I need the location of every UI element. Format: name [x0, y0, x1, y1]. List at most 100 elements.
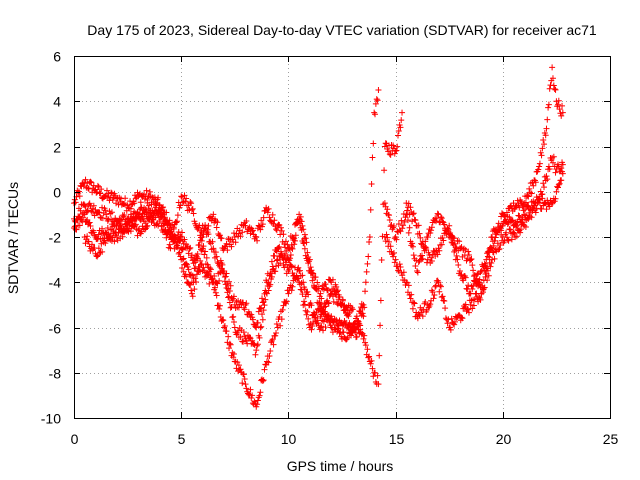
- data-point-interp: [543, 173, 550, 180]
- data-point-interp: [543, 206, 550, 213]
- data-point-interp: [298, 227, 305, 234]
- data-point-interp: [146, 188, 153, 195]
- data-point-interp: [487, 263, 494, 270]
- data-point-interp: [429, 288, 436, 295]
- data-point-interp: [441, 298, 448, 305]
- data-point-interp: [376, 352, 383, 359]
- data-point-interp: [541, 141, 548, 148]
- data-point-interp: [181, 236, 188, 243]
- data-point-interp: [556, 106, 563, 113]
- data-point-interp: [451, 321, 458, 328]
- data-point-interp: [303, 311, 310, 318]
- x-tick-label: 20: [496, 431, 512, 447]
- data-point-interp: [90, 202, 97, 209]
- data-point-interp: [362, 339, 369, 346]
- data-point-interp: [535, 166, 542, 173]
- data-point-interp: [179, 264, 186, 271]
- data-point-interp: [369, 154, 376, 161]
- data-point-interp: [200, 230, 207, 237]
- data-point-interp: [434, 210, 441, 217]
- data-point-interp: [240, 299, 247, 306]
- data-point-interp: [491, 255, 498, 262]
- data-point-interp: [98, 186, 105, 193]
- data-point-interp: [384, 234, 391, 241]
- data-point-interp: [144, 199, 151, 206]
- data-point-interp: [192, 275, 199, 282]
- data-point-interp: [265, 359, 272, 366]
- data-point-interp: [187, 281, 194, 288]
- data-point-interp: [142, 220, 149, 227]
- data-point: [274, 256, 281, 263]
- data-point-interp: [197, 246, 204, 253]
- data-point-interp: [314, 279, 321, 286]
- data-point-interp: [475, 293, 482, 300]
- data-point-interp: [492, 234, 499, 241]
- data-point-interp: [559, 168, 566, 175]
- data-point-interp: [228, 303, 235, 310]
- x-tick-label: 15: [389, 431, 405, 447]
- data-point-interp: [400, 222, 407, 229]
- data-point-interp: [176, 237, 183, 244]
- data-point-interp: [104, 224, 111, 231]
- data-point-interp: [278, 316, 285, 323]
- data-point-interp: [113, 222, 120, 229]
- data-point-interp: [552, 169, 559, 176]
- data-point-interp: [160, 219, 167, 226]
- data-point-interp: [249, 337, 256, 344]
- data-point-interp: [228, 243, 235, 250]
- data-point-interp: [182, 271, 189, 278]
- data-point-interp: [482, 273, 489, 280]
- data-point-interp: [428, 257, 435, 264]
- data-point-interp: [257, 226, 264, 233]
- data-point-interp: [513, 233, 520, 240]
- data-point-interp: [407, 204, 414, 211]
- data-point-interp: [497, 242, 504, 249]
- data-point-interp: [333, 283, 340, 290]
- data-point-interp: [261, 366, 268, 373]
- data-point-interp: [122, 195, 129, 202]
- data-point-interp: [207, 266, 214, 273]
- data-point-interp: [390, 253, 397, 260]
- data-point-interp: [544, 116, 551, 123]
- x-tick-label: 5: [178, 431, 186, 447]
- data-point-interp: [154, 220, 161, 227]
- data-point-interp: [243, 218, 250, 225]
- data-point-interp: [272, 268, 279, 275]
- data-point-interp: [84, 233, 91, 240]
- data-point-interp: [522, 224, 529, 231]
- y-tick-label: -10: [41, 411, 61, 427]
- data-point-interp: [170, 224, 177, 231]
- data-point-interp: [363, 268, 370, 275]
- data-point-interp: [246, 334, 253, 341]
- data-point-interp: [470, 302, 477, 309]
- data-point-interp: [223, 240, 230, 247]
- data-point-interp: [540, 180, 547, 187]
- data-point-interp: [82, 203, 89, 210]
- data-point-interp: [486, 254, 493, 261]
- data-point-interp: [334, 287, 341, 294]
- data-point-interp: [248, 311, 255, 318]
- data-point-interp: [239, 229, 246, 236]
- data-point-interp: [265, 205, 272, 212]
- data-point-interp: [283, 298, 290, 305]
- data-point-interp: [255, 222, 262, 229]
- data-point-interp: [469, 262, 476, 269]
- data-point-interp: [405, 229, 412, 236]
- data-point-interp: [462, 301, 469, 308]
- data-point-interp: [519, 214, 526, 221]
- data-point-interp: [138, 228, 145, 235]
- data-point-interp: [204, 226, 211, 233]
- data-point-interp: [310, 270, 317, 277]
- data-point-interp: [299, 291, 306, 298]
- data-point-interp: [265, 287, 272, 294]
- data-point-interp: [451, 318, 458, 325]
- data-point-interp: [131, 200, 138, 207]
- data-point-interp: [472, 278, 479, 285]
- data-point-interp: [189, 293, 196, 300]
- data-point-interp: [296, 281, 303, 288]
- data-point-interp: [137, 199, 144, 206]
- data-point-interp: [395, 127, 402, 134]
- data-point-interp: [144, 215, 151, 222]
- data-point-interp: [276, 243, 283, 250]
- data-point-interp: [541, 184, 548, 191]
